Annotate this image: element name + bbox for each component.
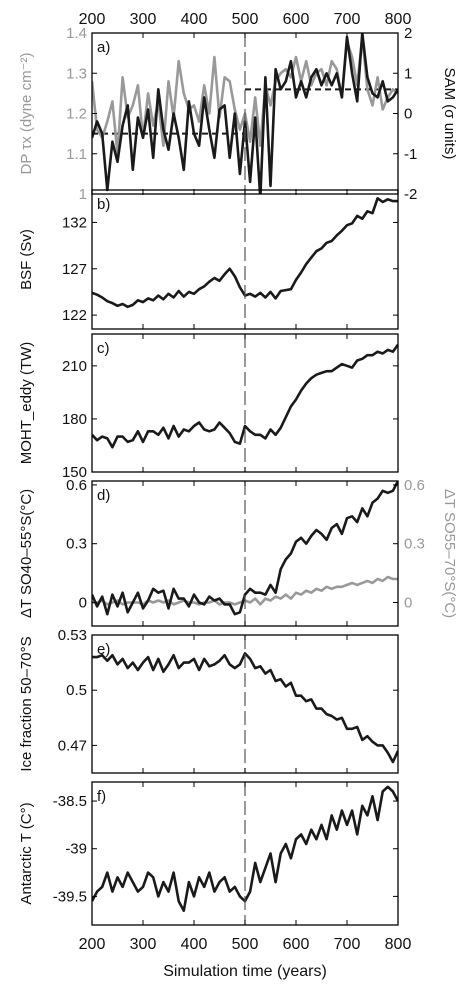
panel-4-ytick-label-0: 0.47 [58, 737, 87, 754]
panel-3-ytick-label-0: 0 [79, 594, 87, 611]
panel-5: -39.5 -39 -38.5 f) Antarctic T (C°) [18, 781, 399, 926]
xtick-label-top-4: 600 [283, 11, 310, 28]
panel-3-ytick-right-label-1: 0.3 [404, 536, 425, 553]
panel-0-label: a) [97, 39, 110, 56]
panel-0-ytick-label-2: 1.2 [66, 106, 87, 123]
panel-4-ytick-label-2: 0.53 [58, 627, 87, 644]
panel-0-ytick-right-label-0: -2 [404, 186, 417, 203]
xtick-label-top-1: 300 [130, 11, 157, 28]
panel-1: 122 127 132 b) BSF (Sv) [18, 189, 399, 330]
panel-3-ylabel: ΔT SO40–55°S(°C) [18, 489, 35, 618]
panel-4-ylabel: Ice fraction 50–70°S [18, 636, 35, 771]
panel-3-series-0-line [92, 481, 398, 616]
panel-5-ytick-label-2: -38.5 [53, 793, 87, 810]
panel-2-ytick-label-0: 150 [62, 464, 87, 481]
xtick-label-bottom-4: 600 [283, 936, 310, 953]
panel-3-ytick-right-label-2: 0.6 [404, 477, 425, 494]
xtick-label-top-2: 400 [181, 11, 208, 28]
panel-0-ytick-right-label-1: -1 [404, 146, 417, 163]
xtick-label-bottom-1: 300 [130, 936, 157, 953]
panel-4-series-0-line [92, 652, 398, 764]
panel-0: 1 1.1 1.2 1.3 1.4 -2 -1 0 1 2 a) DP τx (dyne cm⁻²) S… [18, 25, 458, 203]
panel-2: 150 180 210 c) MOHT_eddy (TW) [18, 333, 399, 481]
panel-3-ytick-right-label-0: 0 [404, 594, 412, 611]
panel-5-ytick-label-0: -39.5 [53, 888, 87, 905]
xtick-label-top-6: 800 [385, 11, 412, 28]
panel-2-ylabel: MOHT_eddy (TW) [18, 342, 35, 465]
panel-2-label: c) [97, 340, 110, 357]
panel-0-ylabel-right: SAM (σ units) [441, 68, 458, 160]
panel-0-ytick-label-1: 1.1 [66, 146, 87, 163]
xtick-label-bottom-3: 500 [232, 936, 259, 953]
xtick-label-bottom-0: 200 [79, 936, 106, 953]
panel-3-ylabel-right: ΔT SO55–70°S(°C) [441, 489, 458, 618]
panel-1-label: b) [97, 196, 110, 213]
panel-0-ytick-label-3: 1.3 [66, 65, 87, 82]
xtick-label-bottom-5: 700 [334, 936, 361, 953]
panel-0-ytick-label-0: 1 [79, 186, 87, 203]
panel-5-ytick-label-1: -39 [65, 841, 87, 858]
panel-0-ytick-label-4: 1.4 [66, 25, 87, 42]
panel-1-ytick-label-0: 122 [62, 307, 87, 324]
panel-0-ytick-right-label-2: 0 [404, 106, 412, 123]
panel-2-ytick-label-1: 180 [62, 411, 87, 428]
panel-3-label: d) [97, 487, 110, 504]
panel-4-label: e) [97, 641, 110, 658]
xtick-label-top-0: 200 [79, 11, 106, 28]
panel-0-ytick-right-label-3: 1 [404, 65, 412, 82]
panel-4-ytick-label-1: 0.5 [66, 682, 87, 699]
xtick-label-bottom-6: 800 [385, 936, 412, 953]
panel-4: 0.47 0.5 0.53 e) Ice fraction 50–70°S [18, 627, 399, 774]
panel-3-ytick-label-2: 0.6 [66, 477, 87, 494]
xtick-label-bottom-2: 400 [181, 936, 208, 953]
panel-0-ylabel: DP τx (dyne cm⁻²) [18, 53, 35, 175]
panel-1-ylabel: BSF (Sv) [18, 229, 35, 290]
xtick-label-top-5: 700 [334, 11, 361, 28]
panel-1-ytick-label-2: 132 [62, 214, 87, 231]
xtick-label-top-3: 500 [232, 11, 259, 28]
panel-3: 0 0.3 0.6 0 0.3 0.6 d) ΔT SO40–55°S(°C) ΔT SO55–… [18, 477, 458, 627]
x-axis-title: Simulation time (years) [163, 963, 327, 980]
panel-3-ytick-label-1: 0.3 [66, 536, 87, 553]
panel-2-ytick-label-2: 210 [62, 358, 87, 375]
panel-5-ylabel: Antarctic T (C°) [18, 802, 35, 904]
panel-2-series-0-line [92, 343, 398, 449]
panel-0-ytick-right-label-4: 2 [404, 25, 412, 42]
panel-1-ytick-label-1: 127 [62, 261, 87, 278]
panel-5-label: f) [97, 788, 106, 805]
